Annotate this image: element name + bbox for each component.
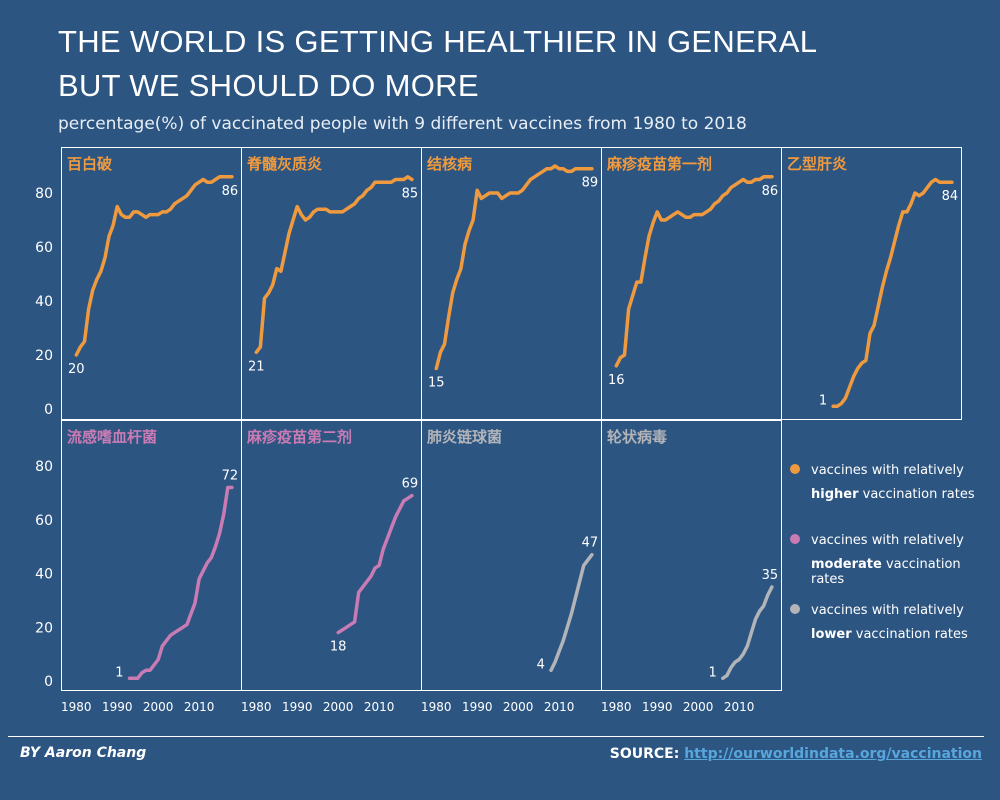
panel-8-title: 肺炎链球菌: [427, 428, 502, 446]
panel-5-end-label: 84: [942, 189, 959, 204]
panel-8-series-line: [549, 552, 594, 673]
panel-3-series-line: [434, 164, 594, 371]
panel-border-r1-c1: [61, 147, 242, 420]
x-tick-label-c4-1980: 1980: [601, 700, 632, 714]
title-line-2: BUT WE SHOULD DO MORE: [58, 68, 479, 103]
y-tick-label-row1-80: 80: [35, 186, 53, 202]
panel-9-start-label: 1: [708, 665, 716, 680]
x-tick-label-c1-1990: 1990: [102, 700, 133, 714]
panel-3-title: 结核病: [427, 155, 472, 173]
chart-subtitle: percentage(%) of vaccinated people with …: [58, 114, 747, 134]
panel-7-title: 麻疹疫苗第二剂: [246, 428, 352, 446]
panel-3-start-label: 15: [428, 376, 445, 391]
source-link[interactable]: http://ourworldindata.org/vaccination: [684, 746, 982, 762]
panel-4-start-label: 16: [608, 373, 625, 388]
x-tick-label-c2-2000: 2000: [323, 700, 354, 714]
x-tick-label-c1-2000: 2000: [143, 700, 174, 714]
y-tick-label-row1-40: 40: [35, 294, 53, 310]
legend-text-higher-line2: higher vaccination rates: [811, 487, 975, 502]
legend-bold-higher: higher: [811, 487, 859, 502]
panel-2-end-label: 85: [402, 187, 419, 202]
x-tick-label-c4-2000: 2000: [683, 700, 714, 714]
panel-2-series-line: [254, 175, 414, 355]
legend-text-higher-line1: vaccines with relatively: [811, 463, 964, 478]
panel-8-end-label: 47: [582, 536, 599, 551]
panel-1-title: 百白破: [67, 155, 112, 173]
panel-6-title: 流感嗜血杆菌: [67, 428, 157, 446]
panel-4-series-line: [614, 175, 774, 368]
legend-dot-lower: [790, 604, 800, 614]
panel-4-title: 麻疹疫苗第一剂: [606, 155, 712, 173]
title-line-1: THE WORLD IS GETTING HEALTHIER IN GENERA…: [58, 24, 818, 59]
x-tick-label-c2-1980: 1980: [241, 700, 272, 714]
legend-item-moderate: vaccines with relatively moderate vaccin…: [790, 530, 995, 600]
source-credit: SOURCE: http://ourworldindata.org/vaccin…: [610, 746, 982, 762]
legend-text-lower-line2: lower vaccination rates: [811, 627, 968, 642]
panel-5-title: 乙型肝炎: [787, 155, 847, 173]
panel-7-start-label: 18: [330, 640, 347, 655]
legend-dot-moderate: [790, 534, 800, 544]
y-tick-label-row1-60: 60: [35, 240, 53, 256]
panel-2-start-label: 21: [248, 359, 265, 374]
source-label: SOURCE:: [609, 746, 680, 762]
x-tick-label-c3-2010: 2010: [544, 700, 575, 714]
small-multiples-chart: 0 20 40 60 80 0 20 40 60 80 1980 1990 2000 2010 1980 19…: [35, 147, 962, 714]
legend-text-lower-line1: vaccines with relatively: [811, 603, 964, 618]
chart-title: THE WORLD IS GETTING HEALTHIER IN GENERA…: [58, 20, 817, 108]
panel-border-r1-c2: [241, 147, 422, 420]
legend-rest-lower: vaccination rates: [851, 627, 968, 642]
legend-bold-moderate: moderate: [811, 557, 882, 572]
legend-bold-lower: lower: [811, 627, 852, 642]
panel-5-series-line: [831, 177, 954, 409]
panel-7-series-line: [336, 493, 414, 635]
panel-7-end-label: 69: [402, 477, 419, 492]
legend-rest-moderate: vaccination rates: [811, 557, 961, 587]
y-tick-label-row2-0: 0: [44, 674, 53, 690]
footer-divider: [8, 736, 984, 737]
x-tick-label-c3-2000: 2000: [503, 700, 534, 714]
panel-border-r2-c3: [421, 420, 602, 691]
panel-3-end-label: 89: [582, 176, 599, 191]
panel-4-end-label: 86: [762, 184, 779, 199]
x-tick-label-c3-1990: 1990: [462, 700, 493, 714]
panel-6-start-label: 1: [115, 665, 123, 680]
panel-8-start-label: 4: [537, 657, 545, 672]
legend-rest-higher: vaccination rates: [858, 487, 975, 502]
x-tick-label-c3-1980: 1980: [421, 700, 452, 714]
panel-9-title: 轮状病毒: [607, 428, 667, 446]
y-tick-label-row2-20: 20: [35, 620, 53, 636]
legend-dot-higher: [790, 464, 800, 474]
legend-text-moderate-line2: moderate vaccination rates: [811, 557, 995, 587]
x-tick-label-c1-2010: 2010: [184, 700, 215, 714]
panel-border-r2-c4: [601, 420, 782, 691]
x-tick-label-c4-1990: 1990: [642, 700, 673, 714]
panel-6-end-label: 72: [222, 469, 239, 484]
x-tick-label-c1-1980: 1980: [61, 700, 92, 714]
panel-border-r2-c1: [61, 420, 242, 691]
y-tick-label-row1-20: 20: [35, 348, 53, 364]
panel-border-r1-c5: [781, 147, 962, 420]
x-tick-label-c2-1990: 1990: [282, 700, 313, 714]
panel-1-start-label: 20: [68, 362, 85, 377]
panel-5-start-label: 1: [819, 393, 827, 408]
legend-text-moderate-line1: vaccines with relatively: [811, 533, 964, 548]
legend-item-lower: vaccines with relatively lower vaccinati…: [790, 600, 995, 670]
y-tick-label-row1-0: 0: [44, 402, 53, 418]
author-credit: BY Aaron Chang: [20, 745, 147, 761]
x-tick-label-c4-2010: 2010: [724, 700, 755, 714]
panel-9-end-label: 35: [762, 568, 779, 583]
panel-6-series-line: [127, 485, 234, 681]
legend: vaccines with relatively higher vaccinat…: [790, 460, 995, 670]
y-tick-label-row2-80: 80: [35, 459, 53, 475]
legend-item-higher: vaccines with relatively higher vaccinat…: [790, 460, 995, 530]
panel-border-r1-c3: [421, 147, 602, 420]
panel-1-series-line: [74, 175, 234, 357]
panel-9-series-line: [721, 585, 774, 681]
x-tick-label-c2-2010: 2010: [364, 700, 395, 714]
panel-border-r1-c4: [601, 147, 782, 420]
y-tick-label-row2-40: 40: [35, 567, 53, 583]
panel-2-title: 脊髓灰质炎: [246, 155, 322, 173]
panel-1-end-label: 86: [222, 184, 239, 199]
y-tick-label-row2-60: 60: [35, 513, 53, 529]
